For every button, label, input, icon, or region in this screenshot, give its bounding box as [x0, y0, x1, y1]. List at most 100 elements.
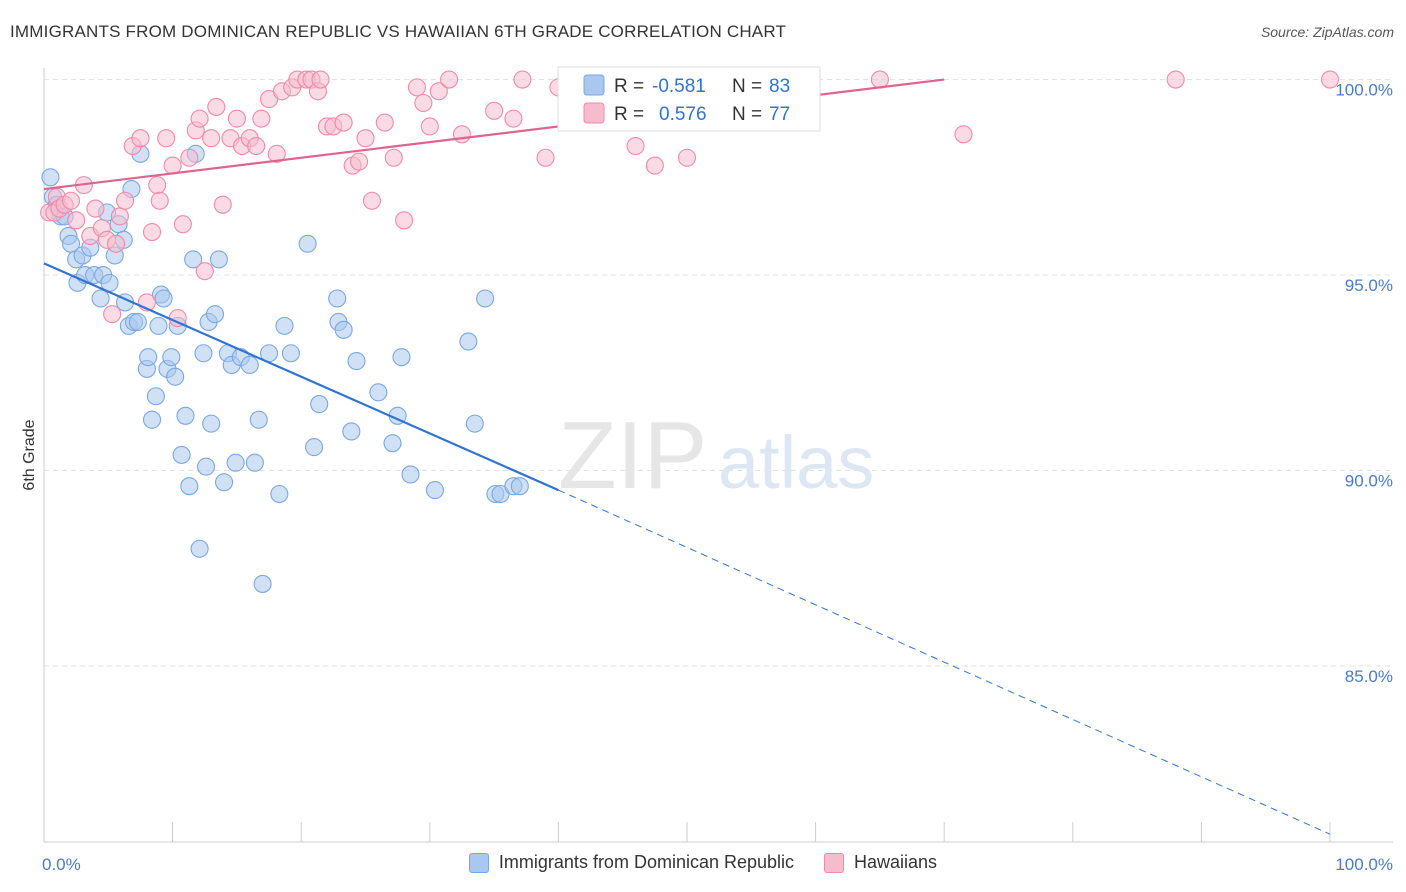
trend-extension-dominican [558, 489, 1331, 835]
point-dominican [305, 438, 324, 457]
point-hawaiian [142, 222, 162, 242]
point-hawaiian [106, 234, 126, 253]
point-dominican [214, 473, 234, 492]
point-hawaiian [420, 117, 439, 136]
point-dominican [334, 320, 353, 339]
legend-n-value: 83 [769, 76, 790, 97]
point-hawaiian [504, 109, 523, 128]
point-dominican [154, 289, 173, 308]
point-hawaiian [429, 82, 448, 101]
legend-item-dominican: Immigrants from Dominican Republic [468, 852, 795, 873]
point-dominican [249, 410, 268, 429]
series-legend: Immigrants from Dominican Republic Hawai… [0, 852, 1406, 873]
point-hawaiian [148, 176, 167, 195]
legend-swatch-blue [583, 74, 605, 96]
point-hawaiian [1320, 70, 1340, 89]
legend-r-label: R = [614, 76, 644, 97]
point-hawaiian [513, 70, 532, 89]
y-tick-label: 95.0% [1345, 276, 1393, 295]
point-dominican [196, 457, 216, 476]
x-tick-labels: 0.0% 100.0% [42, 855, 1393, 874]
point-hawaiian [180, 148, 199, 167]
x-tick-label: 0.0% [42, 855, 81, 874]
legend-r-value: 0.576 [659, 104, 707, 125]
point-dominican [162, 348, 181, 367]
point-hawaiian [213, 195, 232, 214]
point-hawaiian [626, 136, 645, 156]
legend-label: Hawaiians [854, 852, 938, 872]
correlation-legend: R = -0.581 N = 83 R = 0.576 N = 77 [557, 66, 821, 132]
legend-r-label: R = [614, 104, 644, 125]
point-hawaiian [227, 109, 246, 128]
point-dominican [240, 355, 259, 375]
point-hawaiian [110, 207, 129, 226]
point-dominican [392, 348, 411, 367]
point-hawaiian [190, 109, 209, 128]
point-dominican [328, 289, 347, 308]
point-dominican [190, 539, 209, 558]
point-hawaiian [414, 93, 433, 113]
point-hawaiian [150, 191, 169, 210]
point-hawaiian [362, 191, 381, 210]
point-dominican [383, 434, 402, 453]
x-tick-label: 100.0% [1335, 855, 1393, 874]
point-hawaiian [1166, 70, 1185, 89]
point-hawaiian [350, 152, 369, 171]
point-hawaiian [202, 129, 221, 148]
point-dominican [139, 348, 158, 367]
trend-line-dominican [43, 262, 559, 492]
point-hawaiian [86, 199, 105, 218]
point-dominican [166, 367, 185, 386]
point-dominican [476, 289, 495, 308]
point-hawaiian [375, 113, 394, 132]
point-hawaiian [645, 156, 664, 175]
point-hawaiian [163, 156, 182, 175]
point-dominican [209, 250, 228, 269]
point-hawaiian [440, 70, 459, 89]
point-hawaiian [677, 148, 697, 167]
point-hawaiian [384, 148, 403, 167]
point-hawaiian [103, 305, 122, 324]
point-hawaiian [536, 148, 555, 167]
point-dominican [347, 352, 366, 371]
point-hawaiian [311, 70, 330, 89]
legend-label: Immigrants from Dominican Republic [498, 852, 795, 872]
point-dominican [425, 481, 444, 500]
point-hawaiian [195, 262, 214, 281]
point-hawaiian [207, 97, 226, 116]
point-dominican [298, 234, 317, 253]
point-dominican [342, 422, 361, 441]
point-dominican [245, 453, 264, 472]
y-tick-label: 85.0% [1345, 667, 1393, 686]
point-dominican [401, 465, 420, 484]
point-dominican [465, 414, 484, 433]
legend-swatch-pink [824, 852, 845, 873]
legend-n-value: 77 [769, 104, 790, 125]
y-tick-labels: 85.0% 90.0% 95.0% 100.0% [1335, 81, 1393, 686]
point-dominican [281, 344, 300, 363]
point-dominican [510, 477, 529, 496]
point-dominican [91, 289, 110, 308]
point-hawaiian [870, 70, 889, 89]
point-hawaiian [67, 211, 86, 230]
point-hawaiian [395, 211, 414, 230]
point-dominican [202, 414, 221, 433]
point-hawaiian [115, 191, 135, 210]
legend-item-hawaiians: Hawaiians [824, 852, 937, 873]
y-axis-title: 6th Grade [21, 419, 38, 490]
point-dominican [194, 344, 213, 363]
point-hawaiian [334, 113, 353, 132]
point-dominican [205, 305, 225, 324]
y-tick-label: 90.0% [1345, 472, 1393, 491]
point-dominican [310, 395, 329, 414]
point-dominican [369, 383, 388, 402]
watermark-zip: ZIP [558, 402, 707, 509]
point-hawaiian [267, 144, 286, 163]
legend-swatch-pink [583, 102, 605, 124]
y-tick-label: 100.0% [1335, 81, 1393, 100]
point-hawaiian [252, 109, 271, 128]
point-dominican [41, 168, 60, 187]
point-dominican [172, 445, 191, 464]
chart-title: IMMIGRANTS FROM DOMINICAN REPUBLIC VS HA… [10, 22, 787, 41]
legend-swatch-blue [468, 852, 489, 873]
